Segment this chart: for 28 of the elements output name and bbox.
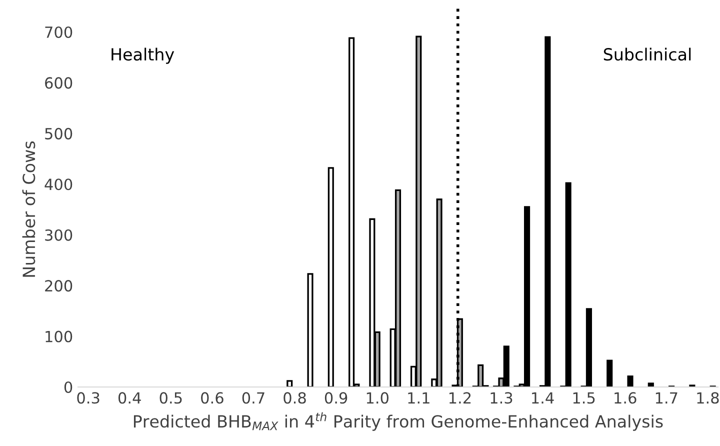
x-tick-label: 1.5 — [573, 392, 595, 404]
annotation: Subclinical — [604, 48, 691, 61]
x-tick-label: 1.1 — [408, 392, 430, 404]
y-tick-label: 300 — [45, 229, 72, 241]
x-tick-label: 1.8 — [697, 392, 719, 404]
y-axis-title: Number of Cows — [22, 141, 36, 277]
x-tick-label: 0.6 — [201, 392, 224, 404]
y-tick-label: 0 — [64, 381, 72, 394]
x-tick-label: 0.8 — [284, 392, 306, 404]
x-tick-label: 1.4 — [532, 392, 554, 404]
y-tick-label: 500 — [45, 128, 72, 140]
x-axis-title: Predicted BHB$_{MAX}$ in 4$^{th}$ Parity from Genome-Enhanced Analysis — [134, 412, 663, 431]
y-tick-label: 600 — [45, 77, 72, 89]
x-tick-label: 0.5 — [160, 392, 182, 404]
x-tick-label: 1.0 — [366, 392, 388, 404]
x-tick-label: 0.3 — [77, 392, 100, 404]
annotation: Healthy — [112, 48, 174, 64]
x-tick-label: 0.7 — [242, 392, 264, 404]
y-tick-label: 700 — [45, 26, 72, 38]
x-tick-label: 1.6 — [614, 392, 636, 404]
x-tick-label: 0.4 — [118, 392, 141, 404]
y-tick-label: 100 — [46, 330, 72, 342]
x-tick-label: 1.3 — [490, 392, 512, 404]
x-tick-label: 1.7 — [656, 392, 678, 404]
x-tick-label: 0.9 — [324, 392, 348, 404]
y-tick-label: 200 — [45, 280, 72, 292]
y-tick-label: 400 — [44, 178, 72, 190]
x-tick-label: 1.2 — [449, 392, 471, 404]
